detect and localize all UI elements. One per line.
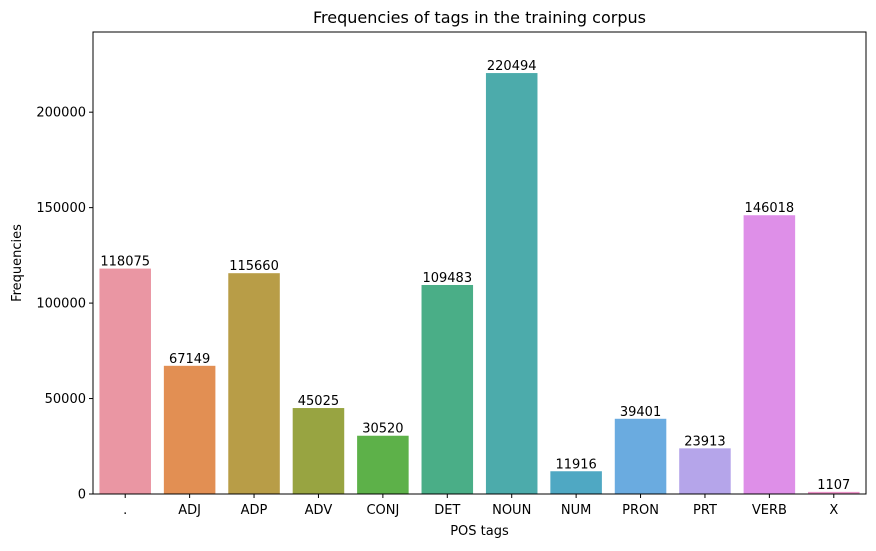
bar-adp (228, 273, 280, 494)
x-tick-label: ADV (305, 503, 333, 518)
data-label: 39401 (620, 405, 661, 420)
x-tick-label: ADP (241, 503, 268, 518)
bar-verb (743, 215, 796, 495)
x-tick-label: DET (434, 503, 460, 518)
data-label: 1107 (817, 478, 850, 493)
bar-det (421, 284, 474, 494)
bar-num (550, 471, 602, 494)
data-label: 30520 (362, 422, 403, 437)
x-tick-label: PRT (693, 503, 717, 518)
x-tick-label: . (123, 503, 127, 518)
data-label: 118075 (100, 255, 150, 270)
bar-x (808, 491, 860, 494)
bar-conj (357, 435, 409, 494)
bar-adj (163, 365, 216, 494)
bar-prt (679, 448, 731, 494)
data-label: 220494 (487, 59, 537, 74)
x-tick-label: CONJ (366, 503, 399, 518)
axes-frame (92, 31, 867, 495)
bar-punct (99, 268, 151, 494)
x-tick-label: NOUN (492, 503, 531, 518)
data-label: 146018 (745, 201, 795, 216)
data-label: 115660 (229, 259, 279, 274)
plot-area: 118075. 67149 ADJ 115660 ADP 45025 ADV 30520 CON… (36, 31, 867, 518)
y-tick-label: 150000 (36, 201, 86, 216)
x-tick-label: ADJ (178, 503, 201, 518)
bar-noun (485, 73, 538, 494)
data-label: 67149 (169, 352, 210, 367)
x-tick-label: PRON (622, 503, 659, 518)
bar-adv (292, 408, 345, 494)
x-tick-label: X (829, 503, 838, 518)
x-tick-label: NUM (561, 503, 591, 518)
x-axis-label: POS tags (450, 524, 509, 539)
data-label: 23913 (684, 434, 725, 449)
y-axis-label: Frequencies (10, 224, 25, 302)
chart-title: Frequencies of tags in the training corp… (313, 8, 646, 27)
y-tick-label: 100000 (36, 297, 86, 312)
y-tick-label: 50000 (45, 392, 86, 407)
y-tick-label: 0 (78, 488, 86, 503)
data-label: 45025 (298, 394, 339, 409)
y-tick-label: 200000 (36, 106, 86, 121)
bar-pron (614, 418, 667, 494)
data-label: 11916 (555, 457, 596, 472)
data-label: 109483 (422, 271, 472, 286)
x-tick-label: VERB (752, 503, 787, 518)
